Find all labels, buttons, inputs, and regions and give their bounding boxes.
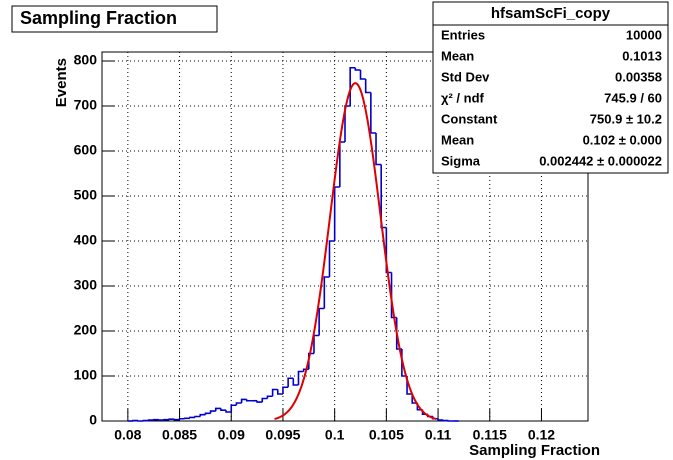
chart-title: Sampling Fraction — [20, 8, 177, 28]
stats-value: 750.9 ± 10.2 — [590, 111, 662, 126]
histogram-bin — [364, 79, 371, 94]
x-tick-label: 0.095 — [265, 427, 300, 443]
histogram-bin — [209, 410, 216, 414]
histogram-bin — [297, 370, 304, 385]
stats-value: 0.102 ± 0.000 — [583, 132, 662, 147]
histogram-bin — [245, 399, 252, 402]
histogram-bin — [333, 186, 340, 241]
histogram-bin — [235, 402, 242, 406]
x-tick-label: 0.09 — [218, 427, 245, 443]
histogram-bin — [230, 404, 237, 412]
histogram-bin — [225, 410, 232, 413]
y-tick-label: 200 — [74, 322, 98, 338]
histogram-bin — [380, 164, 387, 229]
histogram-bin — [178, 417, 185, 420]
histogram-bin — [256, 400, 263, 403]
y-tick-label: 800 — [74, 52, 98, 68]
stats-name: Constant — [441, 111, 498, 126]
histogram-bin — [220, 408, 227, 411]
histogram-bin — [354, 67, 361, 71]
histogram-bin — [240, 398, 247, 403]
histogram-bin — [292, 378, 299, 386]
histogram-bin — [370, 92, 377, 134]
stats-value: 0.002442 ± 0.000022 — [539, 153, 662, 168]
histogram-bin — [313, 334, 320, 354]
histogram-bin — [276, 389, 283, 395]
histogram-bin — [204, 412, 211, 415]
stats-name: Mean — [441, 132, 474, 147]
y-tick-label: 300 — [74, 277, 98, 293]
histogram-bin — [323, 276, 330, 309]
y-tick-label: 400 — [74, 232, 98, 248]
marks — [127, 66, 459, 422]
y-tick-label: 700 — [74, 97, 98, 113]
x-tick-label: 0.085 — [162, 427, 197, 443]
stats-value: 0.1013 — [622, 48, 662, 63]
histogram-bin — [437, 418, 444, 421]
y-tick-label: 600 — [74, 142, 98, 158]
histogram-bin — [214, 407, 221, 412]
y-tick-label: 0 — [89, 412, 97, 428]
title-box — [11, 5, 218, 33]
histogram-bin — [194, 415, 201, 418]
histogram-bin — [199, 413, 206, 417]
histogram-bin — [189, 416, 196, 419]
histogram-bin — [308, 352, 314, 370]
histogram-bin — [266, 395, 273, 399]
histogram-bin — [287, 377, 294, 388]
histogram-bin — [385, 227, 392, 274]
stats-frame — [432, 1, 669, 174]
plot-frame — [101, 51, 589, 422]
histogram-bin — [271, 388, 278, 397]
histogram-bin — [282, 386, 289, 394]
stats-name: χ² / ndf — [441, 90, 485, 105]
grid: 0 100 200 300 400 500 600 700 800 0.08 0.085 0.09 0.… — [74, 52, 588, 443]
stats-name: Std Dev — [441, 69, 490, 84]
y-tick-label: 100 — [74, 367, 98, 383]
stats-value: 10000 — [626, 27, 662, 42]
stats-name: Entries — [441, 27, 485, 42]
x-tick-label: 0.105 — [369, 427, 404, 443]
stats-value: 745.9 / 60 — [604, 90, 662, 105]
histogram-bin — [349, 66, 356, 106]
x-tick-label: 0.12 — [528, 427, 555, 443]
histogram-bin — [318, 307, 325, 336]
x-tick-label: 0.115 — [473, 427, 507, 443]
histogram-bin — [359, 70, 366, 80]
x-tick-label: 0.08 — [114, 427, 141, 443]
stats-name: Mean — [441, 48, 474, 63]
histogram-bin — [375, 133, 382, 166]
histogram-bin — [328, 240, 335, 277]
stats-title: hfsamScFi_copy — [491, 5, 611, 22]
stats-box: hfsamScFi_copy Entries 10000 Mean 0.1013 Std … — [432, 1, 669, 174]
x-tick-label: 0.1 — [325, 427, 345, 443]
stats-name: Sigma — [441, 153, 481, 168]
histogram-bin — [261, 397, 268, 403]
y-tick-label: 500 — [74, 187, 98, 203]
histogram-bin — [339, 141, 345, 187]
stats-value: 0.00358 — [615, 69, 662, 84]
x-tick-label: 0.11 — [425, 427, 452, 443]
x-axis-label: Sampling Fraction — [469, 442, 600, 459]
fit-curve — [274, 82, 437, 420]
y-axis-label: Events — [53, 58, 70, 107]
